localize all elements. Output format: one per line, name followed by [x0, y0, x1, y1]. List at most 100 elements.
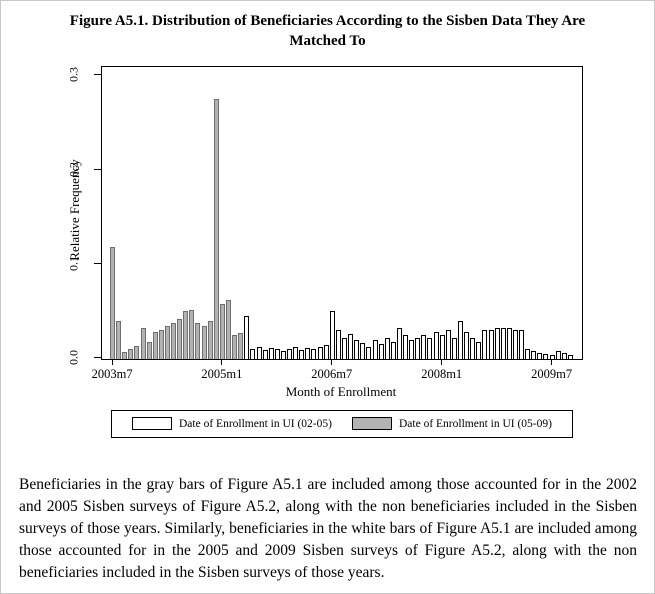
legend-swatch-white [132, 417, 172, 430]
figure-title: Figure A5.1. Distribution of Beneficiari… [69, 13, 586, 50]
bar-enrollment-05-09 [201, 326, 207, 359]
bar-enrollment-05-09 [177, 318, 183, 359]
bar-enrollment-05-09 [213, 99, 219, 359]
figure-caption: Beneficiaries in the gray bars of Figure… [19, 475, 637, 581]
bar-enrollment-02-05 [366, 347, 372, 359]
bar-enrollment-05-09 [128, 349, 134, 359]
bar-enrollment-02-05 [329, 311, 335, 359]
bar-enrollment-05-09 [164, 326, 170, 359]
bar-enrollment-02-05 [445, 330, 451, 359]
bar-enrollment-05-09 [219, 303, 225, 359]
bar-enrollment-05-09 [110, 247, 115, 359]
plot-area [101, 65, 583, 360]
y-tick-mark [94, 262, 101, 264]
y-tick-label: 0.1 [66, 255, 81, 271]
bar-enrollment-02-05 [409, 339, 415, 359]
bar-enrollment-02-05 [280, 350, 286, 359]
bar-enrollment-02-05 [458, 320, 463, 359]
bar-enrollment-02-05 [354, 339, 360, 359]
bar-enrollment-05-09 [232, 334, 238, 359]
bar-enrollment-02-05 [396, 328, 402, 359]
bar-enrollment-02-05 [372, 339, 378, 359]
bar-enrollment-02-05 [360, 343, 366, 359]
bar-enrollment-02-05 [390, 341, 396, 359]
bar-enrollment-02-05 [378, 344, 384, 359]
bar-enrollment-05-09 [140, 328, 146, 359]
bar-enrollment-02-05 [537, 352, 543, 359]
bar-enrollment-02-05 [519, 330, 525, 359]
bar-enrollment-02-05 [244, 316, 250, 359]
x-tick-mark [221, 358, 223, 365]
chart-area: Relative Frequency 0.0 0.1 0.2 0.3 2003m7 200… [1, 56, 655, 448]
bar-enrollment-05-09 [183, 311, 189, 359]
bar-enrollment-02-05 [323, 345, 329, 359]
bar-enrollment-02-05 [525, 349, 531, 359]
bar-enrollment-02-05 [250, 349, 256, 359]
bar-enrollment-02-05 [464, 332, 470, 359]
legend-swatch-gray [351, 417, 392, 430]
legend-entry: Date of Enrollment in UI (02-05) [132, 417, 332, 430]
bar-enrollment-02-05 [433, 332, 439, 359]
chart-legend: Date of Enrollment in UI (02-05) Date of … [111, 409, 573, 438]
bar-enrollment-02-05 [421, 334, 427, 359]
bar-enrollment-02-05 [506, 328, 512, 359]
bar-enrollment-02-05 [317, 347, 323, 359]
bar-enrollment-02-05 [500, 328, 506, 359]
bar-enrollment-02-05 [384, 337, 390, 359]
bar-enrollment-02-05 [348, 334, 354, 359]
x-tick-mark [331, 358, 333, 365]
bar-enrollment-02-05 [299, 350, 305, 359]
y-tick-mark [94, 168, 101, 170]
bar-enrollment-02-05 [427, 337, 433, 359]
legend-label: Date of Enrollment in UI (02-05) [179, 417, 332, 430]
bar-enrollment-05-09 [195, 322, 201, 359]
bar-enrollment-05-09 [158, 330, 164, 359]
x-tick-mark [551, 358, 553, 365]
bar-enrollment-05-09 [146, 341, 152, 359]
bar-enrollment-05-09 [152, 332, 158, 359]
y-tick-mark [94, 74, 101, 76]
bar-enrollment-02-05 [549, 354, 555, 359]
x-tick-label: 2005m1 [201, 366, 243, 381]
bar-enrollment-02-05 [403, 334, 409, 359]
bar-enrollment-05-09 [134, 346, 140, 359]
bar-enrollment-02-05 [439, 334, 445, 359]
x-tick-label: 2006m7 [311, 366, 353, 381]
bar-enrollment-02-05 [470, 337, 476, 359]
bar-enrollment-02-05 [543, 353, 549, 359]
bar-enrollment-02-05 [293, 347, 299, 359]
x-tick-label: 2008m1 [421, 366, 463, 381]
bar-enrollment-02-05 [274, 349, 280, 359]
bar-enrollment-02-05 [531, 350, 537, 359]
bar-enrollment-02-05 [268, 348, 274, 359]
bar-enrollment-05-09 [226, 300, 231, 359]
bar-enrollment-02-05 [561, 352, 567, 359]
bar-enrollment-05-09 [238, 333, 244, 359]
bar-enrollment-02-05 [476, 341, 482, 359]
bar-enrollment-02-05 [342, 337, 347, 359]
bar-enrollment-02-05 [262, 350, 268, 359]
y-tick-label: 0.3 [66, 67, 81, 83]
y-tick-label: 0.2 [66, 161, 81, 177]
bar-enrollment-05-09 [171, 322, 177, 359]
bar-enrollment-02-05 [512, 330, 518, 359]
x-tick-label: 2003m7 [91, 366, 133, 381]
bar-enrollment-02-05 [335, 330, 341, 359]
bar-enrollment-02-05 [305, 348, 311, 359]
bar-enrollment-02-05 [488, 330, 494, 359]
bar-enrollment-02-05 [482, 330, 488, 359]
bar-enrollment-02-05 [287, 349, 293, 359]
bar-enrollment-02-05 [567, 354, 573, 359]
bar-enrollment-02-05 [256, 347, 262, 359]
bar-enrollment-02-05 [555, 350, 561, 359]
x-tick-mark [111, 358, 113, 365]
y-tick-mark [94, 357, 101, 358]
bar-enrollment-02-05 [451, 337, 457, 359]
x-tick-mark [441, 358, 443, 365]
bar-enrollment-02-05 [415, 337, 421, 359]
legend-entry: Date of Enrollment in UI (05-09) [351, 417, 552, 430]
bar-enrollment-05-09 [122, 351, 128, 359]
bar-enrollment-02-05 [311, 349, 317, 359]
x-axis-label: Month of Enrollment [285, 383, 397, 399]
